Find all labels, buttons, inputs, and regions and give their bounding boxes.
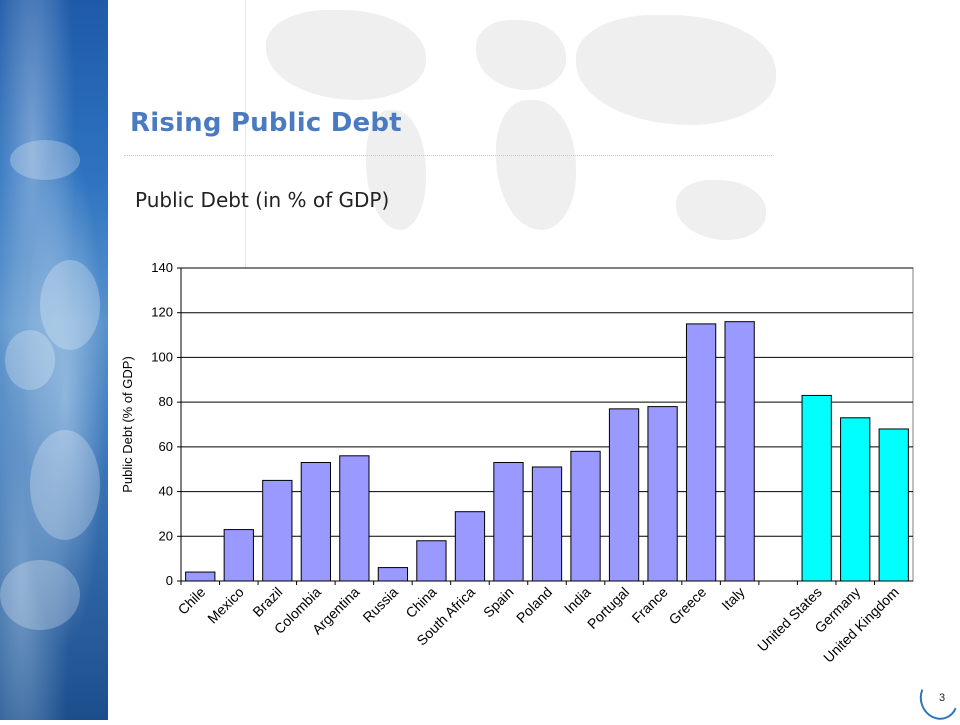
y-tick-label: 80: [159, 394, 173, 409]
bar: [416, 540, 447, 582]
slide-title: Rising Public Debt: [130, 108, 402, 138]
bar: [377, 567, 409, 582]
bar: [878, 428, 909, 582]
bar: [724, 321, 755, 582]
x-tick-label: Italy: [718, 584, 747, 613]
y-tick-label: 120: [151, 305, 173, 320]
y-tick-label: 40: [159, 484, 173, 499]
x-tick-label: France: [629, 584, 671, 626]
bar: [454, 511, 486, 582]
world-map-watermark: [245, 0, 801, 315]
x-tick-label: Russia: [359, 584, 401, 626]
title-divider: [124, 155, 772, 156]
x-tick-label: Greece: [665, 584, 709, 628]
bar: [685, 323, 717, 582]
bar: [531, 466, 563, 582]
bar: [339, 455, 370, 582]
x-tick-label: United States: [754, 584, 825, 655]
bar: [840, 417, 871, 582]
bar: [185, 571, 216, 582]
bar: [300, 462, 331, 582]
x-tick-label: Spain: [480, 584, 517, 621]
chart-title: Public Debt (in % of GDP): [135, 188, 390, 212]
y-tick-label: 0: [166, 573, 173, 588]
y-tick-label: 20: [159, 528, 173, 543]
y-tick-label: 100: [151, 349, 173, 364]
bar: [223, 529, 254, 582]
page-number: 3: [938, 692, 946, 704]
bar: [608, 408, 640, 582]
bar: [262, 479, 293, 582]
y-axis-label: Public Debt (% of GDP): [120, 356, 135, 493]
x-tick-label: Poland: [513, 584, 555, 626]
x-tick-label: Chile: [175, 584, 209, 618]
y-tick-label: 60: [159, 439, 173, 454]
x-tick-label: Mexico: [204, 584, 247, 627]
x-tick-label: Portugal: [584, 584, 632, 632]
x-tick-label: India: [561, 584, 594, 617]
bar: [570, 450, 601, 582]
bar: [801, 394, 832, 582]
earth-image-panel: [0, 0, 108, 720]
x-tick-label: Brazil: [249, 584, 285, 620]
y-tick-label: 140: [151, 260, 173, 275]
bar: [647, 406, 678, 582]
bar: [493, 462, 524, 582]
